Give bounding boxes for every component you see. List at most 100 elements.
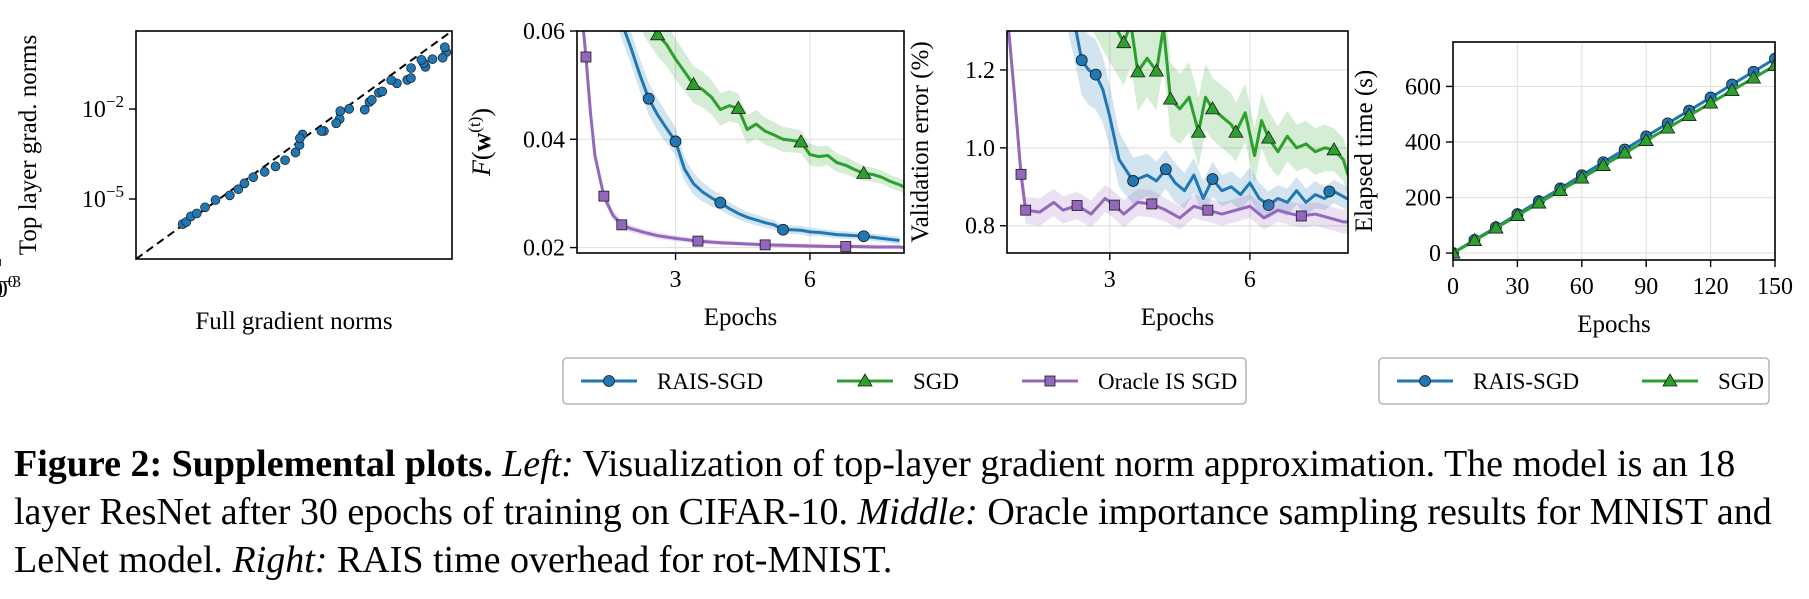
legend-item: RAIS-SGD bbox=[581, 369, 763, 394]
x-axis-label: Epochs bbox=[704, 304, 778, 331]
scatter-point bbox=[416, 54, 427, 65]
x-tick-label: 10−3 bbox=[0, 272, 21, 303]
legend-label: SGD bbox=[1718, 369, 1764, 394]
data-point bbox=[840, 241, 852, 252]
axes-frame bbox=[1006, 30, 1349, 254]
series-group bbox=[1007, 31, 1348, 234]
data-point bbox=[730, 100, 746, 114]
data-point bbox=[1466, 232, 1483, 246]
scatter-point bbox=[233, 184, 244, 195]
loss-line-panel: 3 6 0.02 0.04 0.06 Epochs F(w(t)) bbox=[465, 19, 905, 331]
scatter-point bbox=[386, 75, 397, 86]
validation-error-panel: 3 6 0.8 1.0 1.2 Epochs Validation error (%) bbox=[907, 30, 1349, 331]
legend-marker bbox=[603, 375, 615, 387]
legend-frame bbox=[562, 357, 1247, 405]
elapsed-time-panel: 0 30 60 90 120 150 0 200 400 600 Epochs Elapsed tim… bbox=[1351, 41, 1793, 338]
data-point bbox=[1130, 64, 1146, 78]
legend-item: RAIS-SGD bbox=[1397, 369, 1579, 394]
data-point bbox=[1228, 124, 1244, 138]
scatter-point bbox=[248, 172, 259, 183]
figure-caption: Figure 2: Supplemental plots. Left: Visu… bbox=[14, 440, 1804, 584]
data-point bbox=[793, 134, 809, 148]
caption-left-text: Visualization of top-layer gradient norm… bbox=[14, 443, 1736, 533]
x-tick-label: 90 bbox=[1634, 274, 1658, 300]
caption-right-label: Right: bbox=[232, 539, 328, 581]
axes-frame bbox=[576, 30, 905, 254]
data-point bbox=[1202, 204, 1214, 216]
data-point bbox=[1552, 182, 1569, 196]
data-point bbox=[1015, 168, 1027, 180]
scatter-point bbox=[280, 155, 290, 166]
scatter-point bbox=[259, 167, 270, 177]
scatter-point bbox=[359, 104, 370, 115]
scatter-point bbox=[316, 126, 327, 136]
x-tick-label: 30 bbox=[1505, 274, 1529, 300]
legend-label: RAIS-SGD bbox=[657, 369, 763, 394]
data-point bbox=[685, 76, 702, 91]
scatter-point bbox=[270, 161, 281, 172]
data-point bbox=[1595, 157, 1611, 171]
series-line bbox=[653, 31, 904, 189]
legend-label: SGD bbox=[913, 369, 959, 394]
gradnorm-scatter-panel: 10−3100 10−5 10−2 Full gradient norms Top la… bbox=[0, 30, 453, 335]
data-point bbox=[1146, 198, 1158, 210]
data-point bbox=[1162, 91, 1179, 105]
scatter-point bbox=[344, 103, 355, 114]
data-point bbox=[777, 223, 789, 236]
data-point bbox=[580, 51, 592, 63]
y-tick-label: 200 bbox=[1405, 186, 1441, 212]
caption-middle-text: Oracle importance sampling results for M… bbox=[14, 491, 1772, 581]
series-group bbox=[580, 31, 904, 252]
legend-marker bbox=[1419, 375, 1431, 387]
caption-right-text: RAIS time overhead for rot-MNIST. bbox=[336, 539, 893, 581]
scatter-point bbox=[295, 133, 305, 144]
data-point bbox=[1262, 199, 1275, 211]
data-point bbox=[1724, 82, 1740, 96]
scatter-point bbox=[439, 42, 450, 53]
legend-item: SGD bbox=[1642, 369, 1764, 394]
scatter-point bbox=[224, 190, 235, 201]
y-tick-label: 0.02 bbox=[523, 236, 565, 262]
y-tick-label: 400 bbox=[1405, 130, 1441, 156]
series-line bbox=[1453, 64, 1775, 255]
caption-left-label: Left: bbox=[502, 443, 574, 485]
y-tick-label: 0.06 bbox=[523, 19, 565, 45]
caption-middle-label: Middle: bbox=[857, 491, 978, 533]
y-tick-label: 1.2 bbox=[965, 58, 995, 84]
scatter-point bbox=[290, 147, 301, 158]
data-point bbox=[1260, 130, 1277, 144]
data-point bbox=[1075, 54, 1088, 67]
data-point bbox=[1071, 200, 1083, 211]
x-tick-label: 120 bbox=[1693, 274, 1729, 300]
data-point bbox=[1020, 204, 1032, 216]
x-tick-label: 100 bbox=[0, 272, 16, 303]
data-point bbox=[714, 196, 727, 209]
scatter-point bbox=[427, 54, 438, 65]
data-point bbox=[1204, 101, 1221, 115]
x-tick-label: 60 bbox=[1570, 274, 1594, 300]
scatter-point bbox=[366, 95, 377, 105]
x-tick-label: 3 bbox=[670, 267, 682, 293]
data-point bbox=[649, 31, 666, 41]
data-point bbox=[1323, 185, 1336, 198]
series-group bbox=[1453, 52, 1775, 259]
x-axis-label: Full gradient norms bbox=[195, 308, 392, 335]
legend-label: Oracle IS SGD bbox=[1098, 369, 1237, 394]
y-axis-label: Validation error (%) bbox=[907, 41, 934, 242]
axes-frame bbox=[135, 30, 453, 260]
legend-marker bbox=[1662, 373, 1678, 387]
y-tick-label: 600 bbox=[1405, 74, 1441, 100]
data-point bbox=[692, 235, 704, 247]
grid-lines bbox=[1007, 31, 1348, 253]
data-point bbox=[759, 239, 771, 251]
data-point bbox=[598, 190, 610, 202]
y-tick-label: 1.0 bbox=[965, 136, 995, 162]
data-point bbox=[1089, 68, 1102, 81]
x-axis-label: Epochs bbox=[1141, 304, 1215, 331]
data-point bbox=[1326, 141, 1342, 156]
legend-item: SGD bbox=[837, 369, 959, 394]
scatter-point bbox=[406, 73, 416, 83]
scatter-point bbox=[331, 118, 342, 129]
confidence-band bbox=[642, 31, 904, 194]
x-tick-label: 150 bbox=[1757, 274, 1793, 300]
